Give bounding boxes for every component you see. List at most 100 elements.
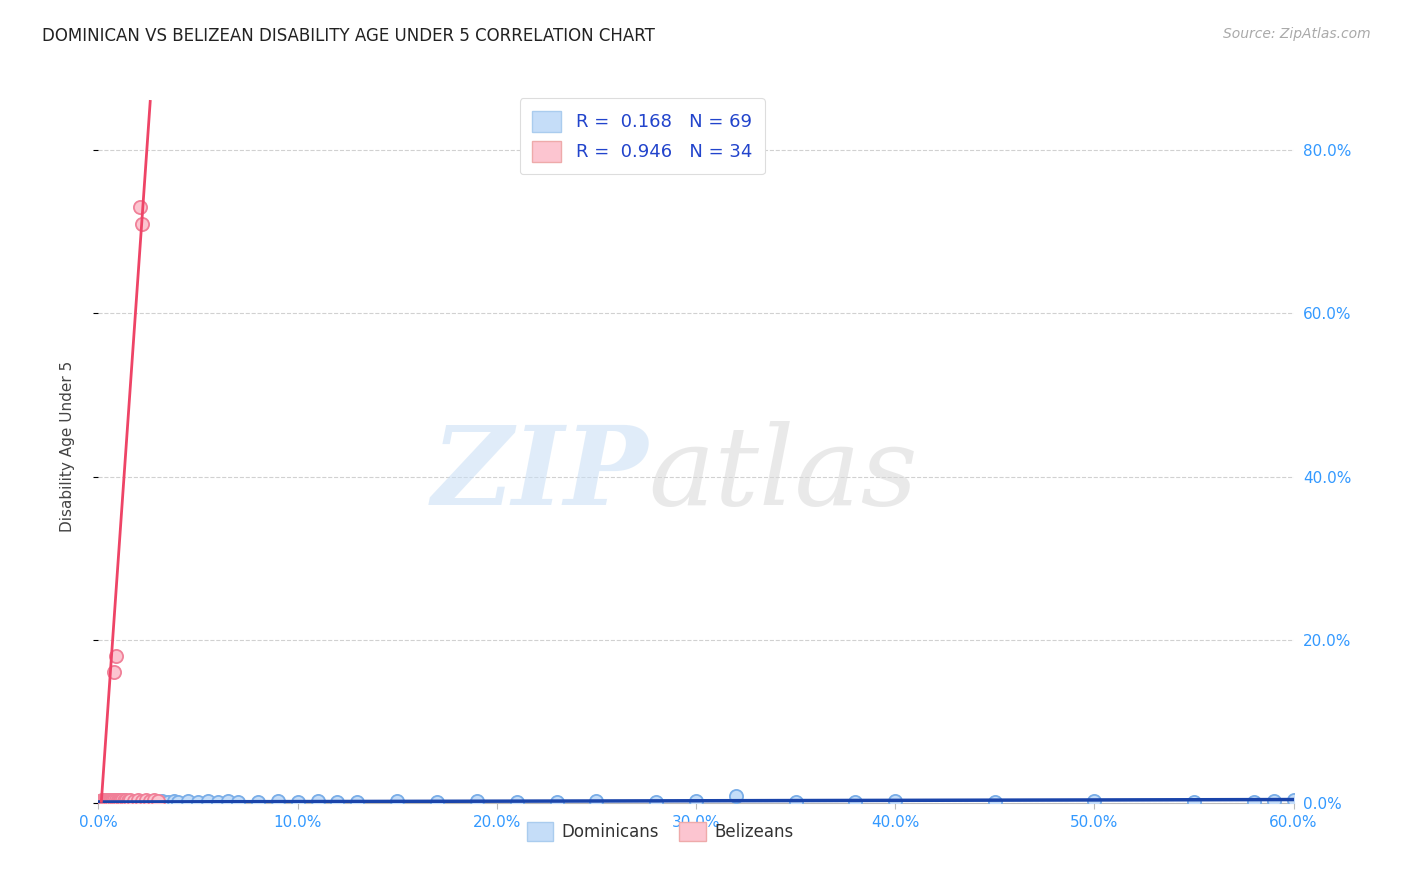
- Point: [120, 795, 142, 809]
- Point: [465, 794, 488, 808]
- Point: [101, 793, 124, 807]
- Point: [125, 794, 148, 808]
- Point: [585, 794, 607, 808]
- Point: [207, 795, 229, 809]
- Point: [139, 795, 162, 809]
- Point: [115, 793, 138, 807]
- Point: [112, 794, 135, 808]
- Point: [107, 794, 129, 808]
- Point: [93, 793, 115, 807]
- Point: [124, 794, 146, 808]
- Point: [111, 793, 134, 807]
- Point: [267, 794, 290, 808]
- Text: ZIP: ZIP: [432, 421, 648, 528]
- Point: [135, 794, 157, 808]
- Point: [143, 794, 166, 808]
- Text: atlas: atlas: [648, 421, 918, 528]
- Text: Source: ZipAtlas.com: Source: ZipAtlas.com: [1223, 27, 1371, 41]
- Point: [103, 793, 125, 807]
- Point: [93, 795, 115, 809]
- Point: [96, 795, 118, 809]
- Point: [246, 795, 269, 809]
- Point: [101, 795, 124, 809]
- Point: [110, 793, 132, 807]
- Point: [135, 793, 157, 807]
- Point: [148, 794, 170, 808]
- Point: [107, 795, 129, 809]
- Point: [129, 794, 152, 808]
- Point: [1182, 795, 1205, 809]
- Point: [426, 795, 449, 809]
- Point: [111, 795, 134, 809]
- Point: [112, 795, 135, 809]
- Point: [98, 795, 122, 809]
- Legend: Dominicans, Belizeans: Dominicans, Belizeans: [520, 815, 800, 848]
- Point: [103, 793, 125, 807]
- Point: [148, 795, 170, 809]
- Point: [724, 789, 747, 804]
- Point: [98, 794, 122, 808]
- Point: [93, 795, 115, 809]
- Point: [197, 794, 219, 808]
- Point: [124, 795, 146, 809]
- Point: [110, 794, 132, 808]
- Point: [287, 795, 309, 809]
- Point: [96, 795, 118, 809]
- Point: [97, 793, 120, 807]
- Point: [143, 793, 166, 807]
- Point: [506, 795, 529, 809]
- Point: [112, 793, 135, 807]
- Point: [131, 794, 153, 808]
- Point: [131, 795, 153, 809]
- Point: [117, 794, 139, 808]
- Point: [167, 795, 190, 809]
- Point: [111, 794, 134, 808]
- Point: [91, 795, 114, 809]
- Point: [97, 795, 120, 809]
- Point: [307, 794, 329, 808]
- Point: [346, 795, 368, 809]
- Point: [110, 795, 132, 809]
- Point: [127, 793, 149, 807]
- Point: [157, 795, 180, 809]
- Point: [984, 795, 1007, 809]
- Point: [98, 793, 122, 807]
- Point: [107, 793, 129, 807]
- Point: [150, 794, 173, 808]
- Point: [103, 795, 125, 809]
- Point: [226, 795, 249, 809]
- Point: [385, 794, 409, 808]
- Point: [96, 793, 118, 807]
- Point: [115, 794, 138, 808]
- Point: [105, 648, 128, 663]
- Point: [121, 794, 143, 808]
- Text: DOMINICAN VS BELIZEAN DISABILITY AGE UNDER 5 CORRELATION CHART: DOMINICAN VS BELIZEAN DISABILITY AGE UND…: [42, 27, 655, 45]
- Point: [101, 794, 124, 808]
- Point: [645, 795, 668, 809]
- Point: [127, 795, 149, 809]
- Point: [844, 795, 866, 809]
- Point: [1263, 794, 1285, 808]
- Point: [97, 794, 120, 808]
- Point: [107, 794, 129, 808]
- Point: [89, 794, 111, 808]
- Point: [1282, 793, 1305, 807]
- Point: [91, 793, 114, 807]
- Point: [89, 795, 111, 809]
- Point: [96, 793, 118, 807]
- Point: [1083, 794, 1105, 808]
- Point: [326, 795, 349, 809]
- Point: [785, 795, 807, 809]
- Point: [139, 794, 162, 808]
- Point: [163, 794, 186, 808]
- Y-axis label: Disability Age Under 5: Disability Age Under 5: [60, 360, 75, 532]
- Point: [120, 793, 142, 807]
- Point: [105, 793, 128, 807]
- Point: [91, 794, 114, 808]
- Point: [97, 795, 120, 809]
- Point: [110, 793, 132, 807]
- Point: [98, 793, 122, 807]
- Point: [117, 794, 139, 808]
- Point: [105, 795, 128, 809]
- Point: [129, 201, 152, 215]
